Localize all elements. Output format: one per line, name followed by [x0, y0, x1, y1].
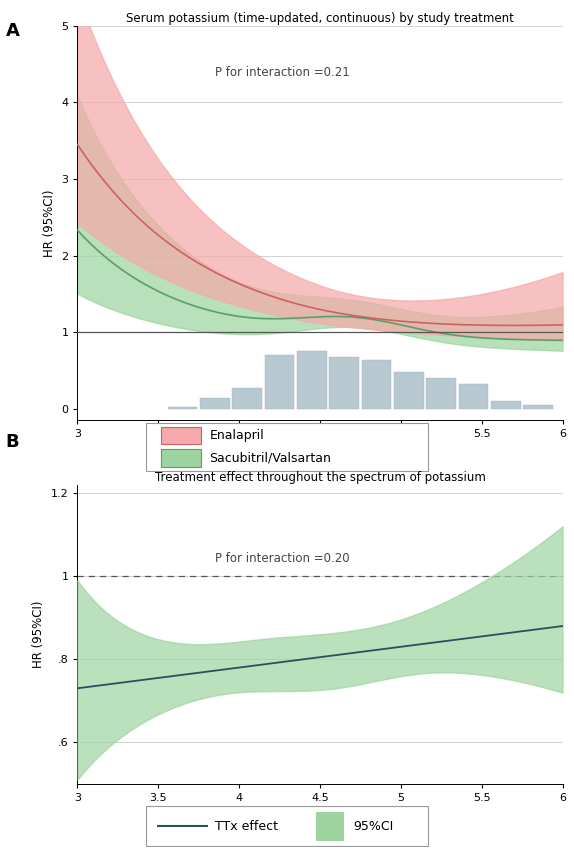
Bar — [523, 404, 553, 409]
Bar — [232, 388, 262, 409]
Bar — [394, 372, 424, 409]
Text: TTx effect: TTx effect — [215, 819, 278, 833]
X-axis label: Potassium (mmol/L): Potassium (mmol/L) — [261, 808, 379, 821]
Bar — [161, 449, 201, 467]
Bar — [297, 351, 327, 409]
Bar — [426, 378, 456, 409]
Bar — [265, 355, 294, 409]
Bar — [329, 357, 359, 409]
Text: B: B — [6, 433, 20, 451]
Bar — [362, 360, 391, 409]
Title: Serum potassium (time-updated, continuous) by study treatment: Serum potassium (time-updated, continuou… — [126, 12, 514, 25]
Bar — [316, 811, 344, 841]
Text: 95%CI: 95%CI — [353, 819, 393, 833]
Bar — [168, 407, 197, 409]
Text: A: A — [6, 22, 20, 40]
Bar — [200, 397, 230, 409]
Y-axis label: HR (95%CI): HR (95%CI) — [43, 190, 56, 256]
Bar — [161, 427, 201, 444]
Title: Treatment effect throughout the spectrum of potassium: Treatment effect throughout the spectrum… — [154, 471, 486, 484]
Bar — [459, 384, 488, 409]
Text: P for interaction =0.20: P for interaction =0.20 — [215, 552, 350, 565]
FancyBboxPatch shape — [146, 423, 428, 471]
Bar — [491, 401, 521, 409]
FancyBboxPatch shape — [146, 806, 428, 846]
Y-axis label: HR (95%CI): HR (95%CI) — [32, 601, 45, 668]
Text: Enalapril: Enalapril — [210, 429, 264, 442]
Text: Sacubitril/Valsartan: Sacubitril/Valsartan — [210, 452, 331, 465]
X-axis label: Potassium (mmol/L): Potassium (mmol/L) — [261, 444, 379, 457]
Text: P for interaction =0.21: P for interaction =0.21 — [215, 66, 350, 79]
